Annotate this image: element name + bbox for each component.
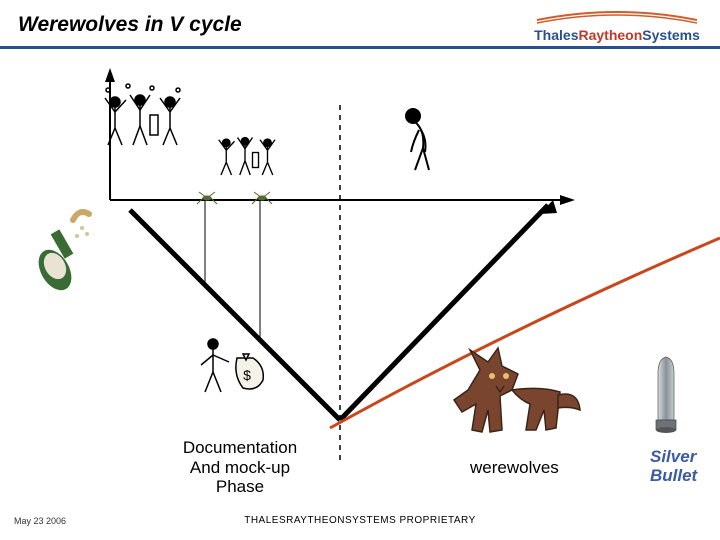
werewolves-label: werewolves [470,458,559,478]
logo-thales: Thales [534,27,578,43]
champagne-icon [15,200,100,300]
diagram-canvas: $ [0,50,720,540]
logo-systems: Systems [642,27,700,43]
money-bag-icon: $ [195,330,275,405]
footer-proprietary: THALESRAYTHEONSYSTEMS PROPRIETARY [244,515,476,526]
slide-header: Werewolves in V cycle ThalesRaytheonSyst… [0,0,720,46]
footer-date: May 23 2006 [14,516,66,526]
documentation-label: Documentation And mock-up Phase [150,438,330,497]
page-title: Werewolves in V cycle [18,13,242,37]
svg-text:$: $ [243,367,251,383]
documentation-text: Documentation And mock-up Phase [150,438,330,497]
party-group-icon-2 [215,125,290,185]
company-logo: ThalesRaytheonSystems [532,8,702,43]
mosquito-icon-1 [195,188,219,213]
party-group-icon-1 [100,80,200,155]
werewolf-icon [440,340,590,460]
x-axis-arrow [560,195,575,205]
v-arrowhead [540,200,557,214]
mosquito-icon-2 [250,188,274,213]
silver-bullet-label: Silver Bullet [650,448,710,485]
header-divider [0,46,720,49]
logo-raytheon: Raytheon [578,27,642,43]
sad-figure-icon [395,100,445,180]
bullet-icon [648,355,684,445]
